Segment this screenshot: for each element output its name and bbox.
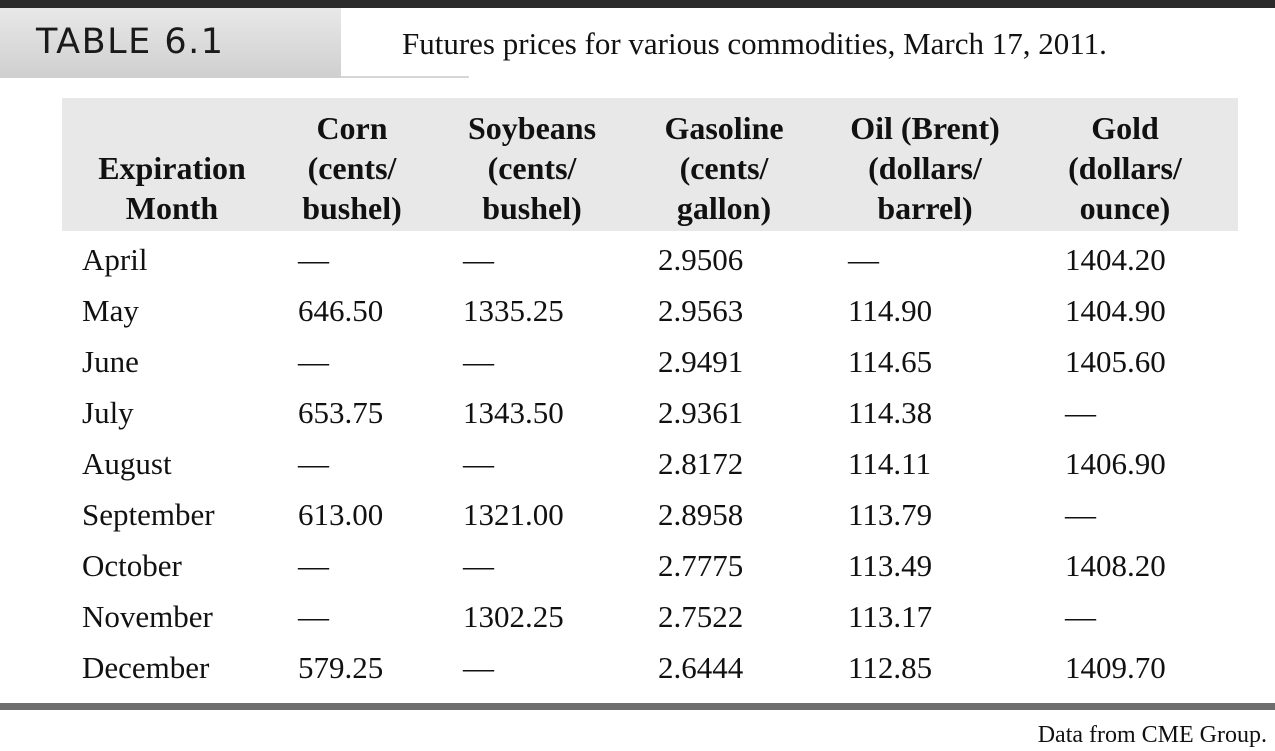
cell-gasoline: 2.7775 bbox=[658, 548, 744, 583]
cell-gasoline: 2.9506 bbox=[658, 242, 744, 277]
cell-corn: 613.00 bbox=[298, 497, 384, 532]
cell-month: May bbox=[82, 293, 139, 328]
cell-soybeans: 1321.00 bbox=[463, 497, 564, 532]
header-corn: Corn (cents/ bushel) bbox=[302, 110, 402, 226]
cell-gasoline: 2.9361 bbox=[658, 395, 744, 430]
cell-month: November bbox=[82, 599, 213, 634]
cell-oil: 113.79 bbox=[848, 497, 933, 532]
cell-gold: 1408.20 bbox=[1065, 548, 1166, 583]
cell-gasoline: 2.7522 bbox=[658, 599, 744, 634]
cell-soybeans: — bbox=[463, 446, 494, 481]
cell-oil: 112.85 bbox=[848, 650, 933, 685]
cell-gold: 1409.70 bbox=[1065, 650, 1166, 685]
table-row: July 653.75 1343.50 2.9361 114.38 — bbox=[0, 387, 1275, 438]
header-expiration-month: Expiration Month bbox=[98, 150, 246, 226]
table-label: TABLE 6.1 bbox=[36, 22, 225, 62]
cell-gasoline: 2.8958 bbox=[658, 497, 744, 532]
cell-month: August bbox=[82, 446, 172, 481]
cell-month: September bbox=[82, 497, 215, 532]
cell-corn: — bbox=[298, 242, 329, 277]
table-row: October — — 2.7775 113.49 1408.20 bbox=[0, 540, 1275, 591]
cell-corn: — bbox=[298, 548, 329, 583]
header-gold: Gold (dollars/ ounce) bbox=[1068, 110, 1182, 226]
cell-gasoline: 2.9563 bbox=[658, 293, 744, 328]
header-band bbox=[62, 98, 1238, 231]
cell-oil: 114.65 bbox=[848, 344, 933, 379]
cell-corn: — bbox=[298, 344, 329, 379]
table-label-box bbox=[0, 8, 341, 78]
source-note: Data from CME Group. bbox=[1037, 722, 1267, 748]
cell-gold: — bbox=[1065, 497, 1096, 532]
header-gasoline: Gasoline (cents/ gallon) bbox=[664, 110, 784, 226]
cell-corn: 646.50 bbox=[298, 293, 384, 328]
cell-gold: 1406.90 bbox=[1065, 446, 1166, 481]
cell-month: June bbox=[82, 344, 139, 379]
cell-gold: 1404.90 bbox=[1065, 293, 1166, 328]
cell-soybeans: 1302.25 bbox=[463, 599, 564, 634]
cell-gold: — bbox=[1065, 395, 1096, 430]
table-caption: Futures prices for various commodities, … bbox=[402, 26, 1107, 61]
cell-corn: 653.75 bbox=[298, 395, 384, 430]
header-soybeans: Soybeans (cents/ bushel) bbox=[467, 110, 597, 226]
cell-oil: 114.38 bbox=[848, 395, 933, 430]
cell-soybeans: 1343.50 bbox=[463, 395, 564, 430]
cell-corn: 579.25 bbox=[298, 650, 384, 685]
cell-month: December bbox=[82, 650, 210, 685]
table-row: September 613.00 1321.00 2.8958 113.79 — bbox=[0, 489, 1275, 540]
table-row: December 579.25 — 2.6444 112.85 1409.70 bbox=[0, 642, 1275, 693]
cell-soybeans: — bbox=[463, 344, 494, 379]
cell-gasoline: 2.8172 bbox=[658, 446, 744, 481]
cell-oil: — bbox=[848, 242, 879, 277]
cell-month: October bbox=[82, 548, 182, 583]
cell-soybeans: — bbox=[463, 548, 494, 583]
cell-gold: 1404.20 bbox=[1065, 242, 1166, 277]
cell-month: April bbox=[82, 242, 148, 277]
cell-oil: 114.11 bbox=[848, 446, 931, 481]
cell-corn: — bbox=[298, 599, 329, 634]
table-row: November — 1302.25 2.7522 113.17 — bbox=[0, 591, 1275, 642]
table-row: April — — 2.9506 — 1404.20 bbox=[0, 234, 1275, 285]
cell-gold: — bbox=[1065, 599, 1096, 634]
cell-oil: 113.49 bbox=[848, 548, 933, 583]
cell-month: July bbox=[82, 395, 134, 430]
cell-soybeans: 1335.25 bbox=[463, 293, 564, 328]
cell-soybeans: — bbox=[463, 650, 494, 685]
cell-oil: 113.17 bbox=[848, 599, 933, 634]
cell-gold: 1405.60 bbox=[1065, 344, 1166, 379]
table-row: August — — 2.8172 114.11 1406.90 bbox=[0, 438, 1275, 489]
table-row: May 646.50 1335.25 2.9563 114.90 1404.90 bbox=[0, 285, 1275, 336]
cell-corn: — bbox=[298, 446, 329, 481]
label-underline bbox=[341, 76, 469, 78]
cell-gasoline: 2.9491 bbox=[658, 344, 744, 379]
top-rule bbox=[0, 0, 1275, 8]
cell-oil: 114.90 bbox=[848, 293, 933, 328]
bottom-rule bbox=[0, 703, 1275, 710]
header-oil-brent: Oil (Brent) (dollars/ barrel) bbox=[850, 110, 1000, 226]
cell-gasoline: 2.6444 bbox=[658, 650, 744, 685]
table-row: June — — 2.9491 114.65 1405.60 bbox=[0, 336, 1275, 387]
cell-soybeans: — bbox=[463, 242, 494, 277]
